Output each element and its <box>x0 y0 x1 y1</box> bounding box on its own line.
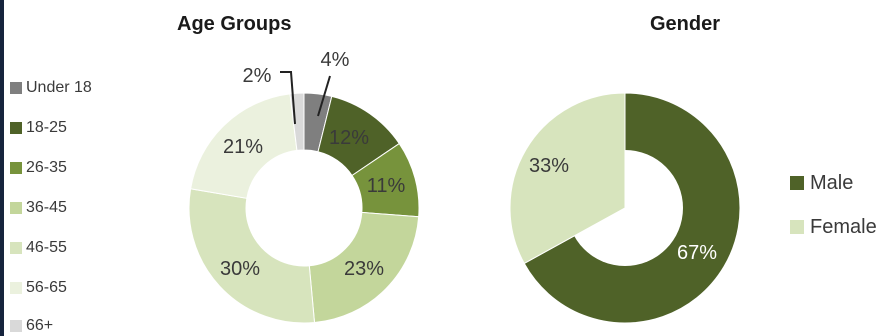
legend-swatch <box>790 220 804 234</box>
legend-swatch <box>10 320 22 332</box>
legend-item-66-plus: 66+ <box>10 316 53 336</box>
legend-item-36-45: 36-45 <box>10 198 67 218</box>
legend-label: 26-35 <box>26 159 67 176</box>
legend-label: 46-55 <box>26 239 67 256</box>
legend-swatch <box>10 282 22 294</box>
data-label: 23% <box>344 258 384 280</box>
legend-label: Under 18 <box>26 79 92 96</box>
data-label: 33% <box>529 155 569 177</box>
data-label: 2% <box>243 65 272 87</box>
data-label: 12% <box>329 127 369 149</box>
legend-label: 36-45 <box>26 199 67 216</box>
data-label: 21% <box>223 136 263 158</box>
slice-36-45 <box>308 211 420 324</box>
legend-swatch <box>10 82 22 94</box>
slice-46-55 <box>188 188 316 324</box>
legend-label: Male <box>810 171 854 194</box>
left-edge-rule <box>0 0 4 336</box>
legend-item-under-18: Under 18 <box>10 78 92 98</box>
gender-chart-title: Gender <box>650 13 721 35</box>
legend-label: 56-65 <box>26 279 67 296</box>
legend-item-female: Female <box>790 214 877 240</box>
legend-swatch <box>10 122 22 134</box>
legend-swatch <box>10 242 22 254</box>
legend-label: Female <box>810 215 877 238</box>
legend-item-18-25: 18-25 <box>10 118 67 138</box>
legend-swatch <box>10 202 22 214</box>
legend-swatch <box>10 162 22 174</box>
slice-56-65 <box>190 93 298 199</box>
legend-label: 66+ <box>26 317 54 334</box>
legend-item-male: Male <box>790 170 853 196</box>
slice-female <box>509 92 626 265</box>
legend-swatch <box>790 176 804 190</box>
data-label: 67% <box>677 242 717 264</box>
data-label: 11% <box>367 175 406 197</box>
age-chart-title: Age Groups <box>177 13 292 35</box>
legend-item-56-65: 56-65 <box>10 278 67 298</box>
data-label: 30% <box>220 258 260 280</box>
legend-item-46-55: 46-55 <box>10 238 67 258</box>
legend-label: 18-25 <box>26 119 67 136</box>
legend-item-26-35: 26-35 <box>10 158 67 178</box>
leader-line <box>317 75 331 117</box>
leader-line <box>280 71 296 125</box>
data-label: 4% <box>321 49 350 71</box>
